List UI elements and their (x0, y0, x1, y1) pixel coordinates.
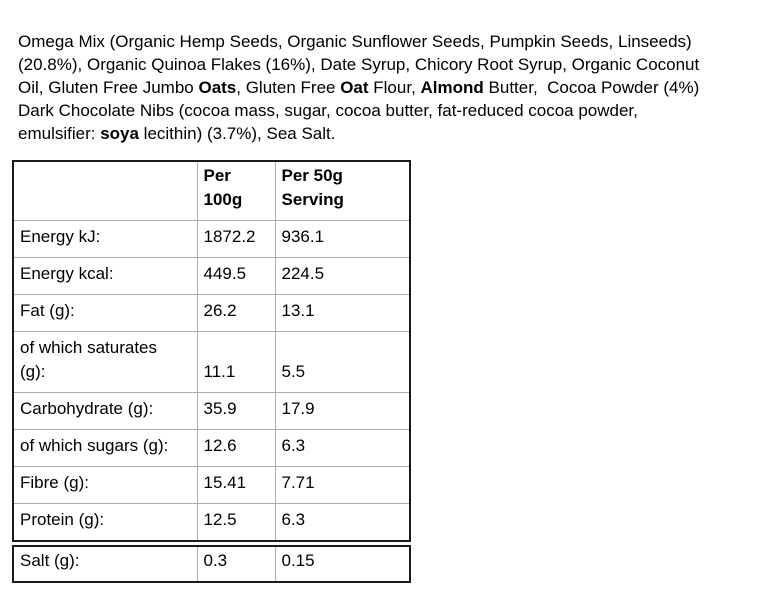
ingredients-line: Dark Chocolate Nibs (cocoa mass, sugar, … (18, 99, 699, 122)
row-label: Fibre (g): (12, 466, 198, 504)
ingredients-line: Oil, Gluten Free Jumbo Oats, Gluten Free… (18, 76, 699, 99)
row-label: Salt (g): (12, 545, 198, 583)
header-empty-cell (12, 160, 198, 221)
row-label: Energy kcal: (12, 257, 198, 295)
nutrition-table-container: Per 100g Per 50g Serving Energy kJ: 1872… (12, 160, 411, 542)
per-50g-value: 6.3 (274, 503, 411, 541)
ingredient-text-segment: Omega Mix (Organic Hemp Seeds, Organic S… (18, 32, 692, 51)
table-row-sugars: of which sugars (g): 12.6 6.3 (12, 429, 411, 467)
per-100g-value: 11.1 (196, 331, 276, 393)
ingredients-paragraph: Omega Mix (Organic Hemp Seeds, Organic S… (18, 30, 699, 145)
ingredient-bold-segment: soya (100, 124, 139, 143)
ingredient-bold-segment: Almond (420, 78, 484, 97)
row-label: Protein (g): (12, 503, 198, 541)
ingredient-text-segment: (20.8%), Organic Quinoa Flakes (16%), Da… (18, 55, 700, 74)
row-label: Carbohydrate (g): (12, 392, 198, 430)
ingredient-bold-segment: Oat (340, 78, 369, 97)
per-50g-value: 224.5 (274, 257, 411, 295)
per-50g-value: 0.15 (274, 545, 411, 583)
ingredient-bold-segment: Oats (198, 78, 237, 97)
per-100g-value: 449.5 (196, 257, 276, 295)
ingredient-text-segment: , Gluten Free (236, 78, 341, 97)
ingredients-line: (20.8%), Organic Quinoa Flakes (16%), Da… (18, 53, 699, 76)
table-row-protein: Protein (g): 12.5 6.3 (12, 503, 411, 541)
per-50g-value: 936.1 (274, 220, 411, 258)
ingredients-line: Omega Mix (Organic Hemp Seeds, Organic S… (18, 30, 699, 53)
row-label: Energy kJ: (12, 220, 198, 258)
table-row-saturates: of which saturates (g): 11.1 5.5 (12, 331, 411, 393)
table-row-fat: Fat (g): 26.2 13.1 (12, 294, 411, 332)
per-100g-value: 12.6 (196, 429, 276, 467)
header-per-50g-serving: Per 50g Serving (274, 160, 411, 221)
row-label: of which saturates (g): (12, 331, 198, 393)
ingredient-text-segment: emulsifier: (18, 124, 101, 143)
row-label: of which sugars (g): (12, 429, 198, 467)
salt-table: Salt (g): 0.3 0.15 (12, 545, 411, 583)
per-100g-value: 26.2 (196, 294, 276, 332)
ingredient-text-segment: Flour, (368, 78, 421, 97)
per-100g-value: 0.3 (196, 545, 276, 583)
per-50g-value: 17.9 (274, 392, 411, 430)
per-100g-value: 1872.2 (196, 220, 276, 258)
nutrition-table: Per 100g Per 50g Serving Energy kJ: 1872… (12, 160, 411, 542)
ingredient-text-segment: Oil, Gluten Free Jumbo (18, 78, 199, 97)
ingredient-text-segment: Dark Chocolate Nibs (cocoa mass, sugar, … (18, 101, 638, 120)
row-label: Fat (g): (12, 294, 198, 332)
salt-row-container: Salt (g): 0.3 0.15 (12, 545, 411, 583)
ingredient-text-segment: Butter, Cocoa Powder (4%) (483, 78, 700, 97)
table-row-fibre: Fibre (g): 15.41 7.71 (12, 466, 411, 504)
header-per-100g: Per 100g (196, 160, 276, 221)
table-row-carbohydrate: Carbohydrate (g): 35.9 17.9 (12, 392, 411, 430)
per-50g-value: 13.1 (274, 294, 411, 332)
table-row-salt: Salt (g): 0.3 0.15 (12, 545, 411, 583)
table-header-row: Per 100g Per 50g Serving (12, 160, 411, 221)
per-100g-value: 15.41 (196, 466, 276, 504)
ingredients-line: emulsifier: soya lecithin) (3.7%), Sea S… (18, 122, 699, 145)
per-50g-value: 6.3 (274, 429, 411, 467)
per-100g-value: 12.5 (196, 503, 276, 541)
ingredient-text-segment: lecithin) (3.7%), Sea Salt. (138, 124, 336, 143)
per-100g-value: 35.9 (196, 392, 276, 430)
table-row-energy-kj: Energy kJ: 1872.2 936.1 (12, 220, 411, 258)
table-row-energy-kcal: Energy kcal: 449.5 224.5 (12, 257, 411, 295)
per-50g-value: 7.71 (274, 466, 411, 504)
per-50g-value: 5.5 (274, 331, 411, 393)
